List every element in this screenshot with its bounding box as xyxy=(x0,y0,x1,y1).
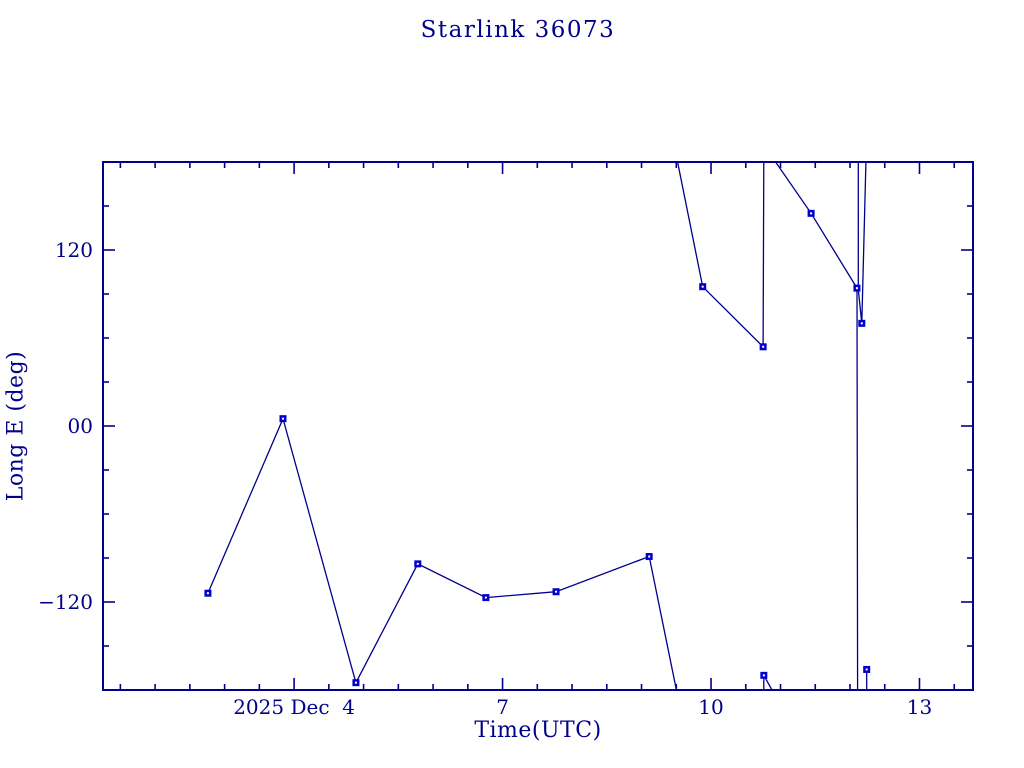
data-point-marker-center xyxy=(354,681,357,684)
x-tick-label: 13 xyxy=(907,695,932,719)
data-point-marker-center xyxy=(648,555,651,558)
data-point-marker-center xyxy=(762,345,765,348)
x-tick-label: 7 xyxy=(496,695,509,719)
data-point-marker-center xyxy=(555,590,558,593)
data-series-line xyxy=(207,416,678,690)
data-series-line xyxy=(774,162,859,690)
data-point-marker-center xyxy=(810,212,813,215)
y-tick-label: 00 xyxy=(68,414,93,438)
data-series-line xyxy=(857,162,867,324)
data-point-marker-center xyxy=(860,322,863,325)
data-point-marker-center xyxy=(762,674,765,677)
x-axis-title: Time(UTC) xyxy=(474,718,602,743)
data-point-marker-center xyxy=(865,668,868,671)
y-tick-label: 120 xyxy=(55,238,93,262)
data-point-marker-center xyxy=(281,417,284,420)
x-tick-label: 10 xyxy=(698,695,723,719)
data-series-line xyxy=(676,162,765,349)
data-point-marker-center xyxy=(206,592,209,595)
plot-frame xyxy=(102,161,974,691)
x-tick-label: 2025 Dec 4 xyxy=(233,695,355,719)
data-point-marker-center xyxy=(416,562,419,565)
data-point-marker-center xyxy=(855,287,858,290)
data-point-marker-center xyxy=(701,285,704,288)
y-axis-title: Long E (deg) xyxy=(3,350,29,502)
y-tick-label: −120 xyxy=(38,590,93,614)
chart-title: Starlink 36073 xyxy=(420,17,616,43)
data-point-marker-center xyxy=(484,596,487,599)
